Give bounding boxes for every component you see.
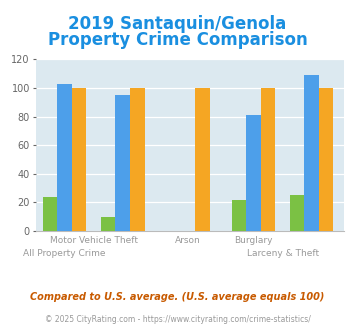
Bar — [232, 200, 246, 231]
Text: Larceny & Theft: Larceny & Theft — [246, 249, 319, 258]
Text: © 2025 CityRating.com - https://www.cityrating.com/crime-statistics/: © 2025 CityRating.com - https://www.city… — [45, 315, 310, 324]
Text: Compared to U.S. average. (U.S. average equals 100): Compared to U.S. average. (U.S. average … — [30, 292, 325, 302]
Bar — [130, 88, 144, 231]
Bar — [246, 115, 261, 231]
Bar — [261, 88, 275, 231]
Bar — [195, 88, 210, 231]
Text: All Property Crime: All Property Crime — [23, 249, 106, 258]
Bar — [290, 195, 304, 231]
Bar — [115, 95, 130, 231]
Text: Motor Vehicle Theft: Motor Vehicle Theft — [50, 236, 138, 245]
Bar — [304, 75, 319, 231]
Bar — [101, 217, 115, 231]
Bar — [319, 88, 333, 231]
Text: Arson: Arson — [175, 236, 201, 245]
Bar — [57, 84, 72, 231]
Text: 2019 Santaquin/Genola: 2019 Santaquin/Genola — [69, 15, 286, 33]
Bar — [43, 197, 57, 231]
Text: Burglary: Burglary — [234, 236, 273, 245]
Bar — [72, 88, 86, 231]
Text: Property Crime Comparison: Property Crime Comparison — [48, 31, 307, 50]
